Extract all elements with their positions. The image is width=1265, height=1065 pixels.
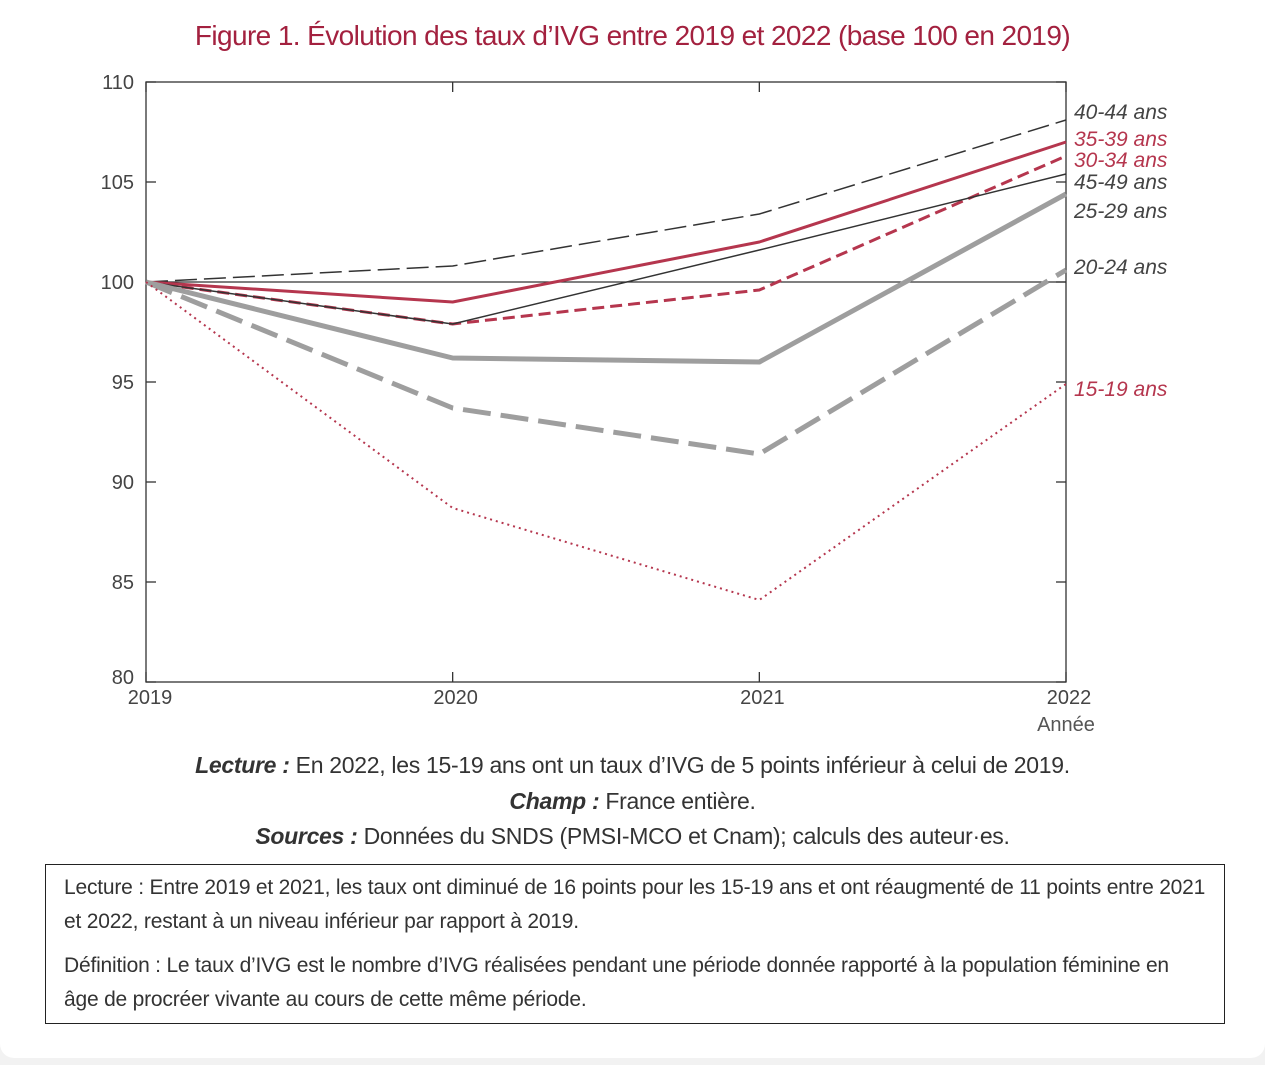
y-tick-label: 85	[112, 572, 134, 594]
series-label: 45-49 ans	[1074, 171, 1168, 194]
series-label: 15-19 ans	[1074, 378, 1168, 401]
series-line	[145, 154, 1067, 326]
note-lecture: Lecture : En 2022, les 15-19 ans ont un …	[0, 752, 1265, 779]
figure-title: Figure 1. Évolution des taux d’IVG entre…	[194, 20, 1071, 51]
plot-frame	[145, 81, 1067, 683]
note-sources-label: Sources :	[255, 823, 358, 849]
x-tick-label: 2019	[128, 687, 173, 709]
note-sources-text: Données du SNDS (PMSI-MCO et Cnam); calc…	[357, 823, 1010, 849]
note-sources: Sources : Données du SNDS (PMSI-MCO et C…	[0, 823, 1265, 850]
series-label: 40-44 ans	[1074, 101, 1168, 124]
x-tick-label: 2021	[740, 687, 785, 709]
x-tick-label: 2020	[433, 687, 478, 709]
x-axis-label: Année	[1037, 714, 1095, 736]
box-lecture: Lecture : Entre 2019 et 2021, les taux o…	[64, 876, 1206, 933]
box-definition: Définition : Le taux d’IVG est le nombre…	[64, 954, 1169, 1011]
series-label: 30-34 ans	[1074, 149, 1168, 172]
y-tick-label: 110	[102, 72, 134, 94]
series-line	[145, 191, 1068, 365]
y-tick-label: 90	[112, 472, 134, 494]
series-label: 25-29 ans	[1073, 200, 1168, 223]
note-lecture-text: En 2022, les 15-19 ans ont un taux d’IVG…	[289, 752, 1070, 778]
series-line	[145, 267, 1068, 457]
note-champ-text: France entière.	[599, 788, 756, 814]
note-lecture-label: Lecture :	[195, 752, 290, 778]
series-label: 20-24 ans	[1073, 256, 1168, 279]
series-line	[145, 140, 1067, 304]
line-chart: 80 85 90 95 100 105 110 2019 2020 2021 2022 Année 40…	[101, 72, 1168, 736]
series-label: 35-39 ans	[1074, 128, 1168, 151]
series-line	[145, 119, 1067, 283]
note-champ: Champ : France entière.	[0, 788, 1265, 815]
y-tick-label: 80	[112, 667, 134, 689]
y-tick-label: 105	[101, 172, 134, 194]
y-tick-label: 95	[112, 372, 134, 394]
series-line	[145, 173, 1067, 325]
x-tick-label: 2022	[1047, 687, 1092, 709]
definition-box: Lecture : Entre 2019 et 2021, les taux o…	[45, 864, 1225, 1024]
series-line	[145, 281, 1067, 601]
note-champ-label: Champ :	[509, 788, 600, 814]
y-tick-label: 100	[101, 272, 134, 294]
